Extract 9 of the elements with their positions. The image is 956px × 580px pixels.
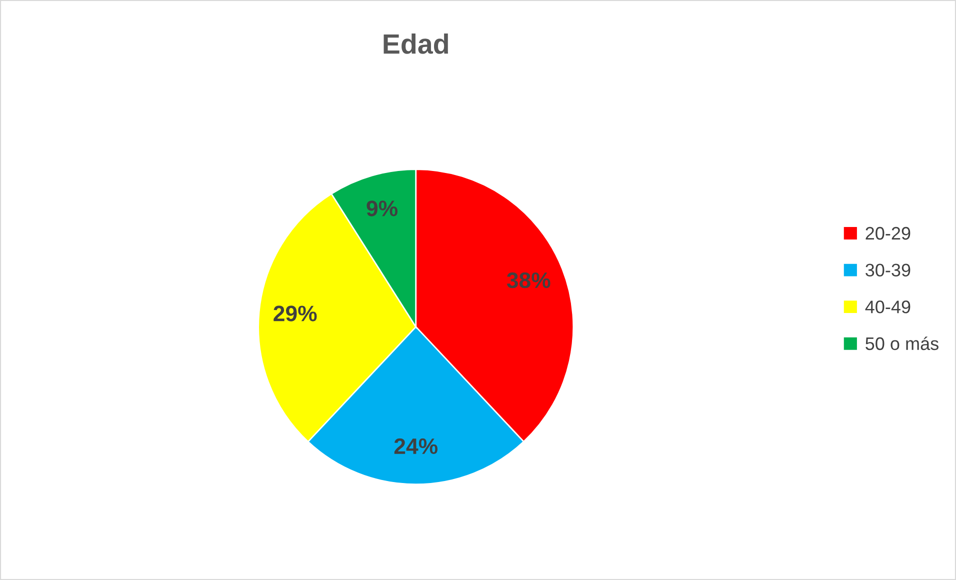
data-label: 29% bbox=[274, 306, 317, 322]
legend-label: 20-29 bbox=[866, 226, 910, 240]
data-label: 38% bbox=[506, 272, 550, 288]
legend-label: 30-39 bbox=[866, 264, 910, 276]
data-label: 24% bbox=[394, 438, 438, 454]
legend-label: 40-49 bbox=[865, 300, 910, 314]
legend-label: 50 o más bbox=[866, 336, 938, 350]
chart-title: Edad bbox=[384, 33, 448, 54]
data-label: 9% bbox=[366, 200, 398, 216]
